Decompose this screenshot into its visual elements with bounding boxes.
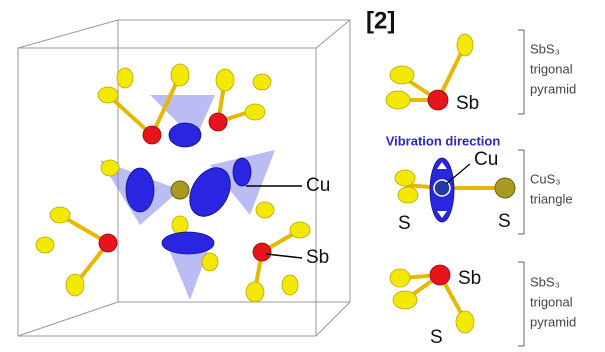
atom-label: S — [398, 213, 411, 234]
caption: CuS₃ — [530, 171, 561, 186]
caption: triangle — [530, 191, 573, 206]
atom-label: Cu — [474, 149, 498, 170]
atom-label: Sb — [458, 268, 481, 289]
vibration-title: Vibration direction — [386, 133, 501, 148]
figure: Cu Sb [2] Sb Vibration direction Cu S S … — [0, 0, 605, 352]
caption: trigonal — [530, 294, 573, 309]
atom-label: S — [430, 327, 443, 348]
structure — [36, 64, 310, 302]
caption: trigonal — [530, 61, 573, 76]
caption: pyramid — [530, 314, 576, 329]
atom-label: Sb — [306, 247, 329, 268]
caption: SbS₃ — [530, 41, 560, 56]
atom-label: Cu — [306, 175, 330, 196]
citation: [2] — [366, 7, 395, 34]
atom-label: Sb — [456, 93, 479, 114]
caption: SbS₃ — [530, 274, 560, 289]
atom-label: S — [498, 211, 511, 232]
caption: pyramid — [530, 81, 576, 96]
